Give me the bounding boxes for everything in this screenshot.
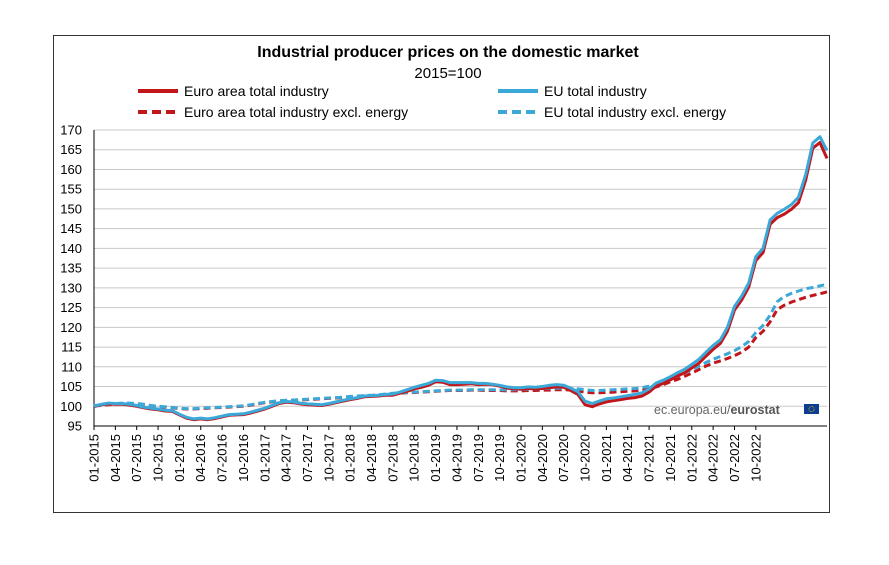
x-tick-label: 10-2015 (151, 434, 166, 482)
x-tick-label: 01-2019 (428, 434, 443, 482)
x-tick-label: 01-2016 (172, 434, 187, 482)
y-tick-label: 160 (60, 162, 82, 177)
chart-subtitle: 2015=100 (414, 65, 481, 82)
x-tick-label: 01-2022 (684, 434, 699, 482)
x-tick-label: 01-2018 (343, 434, 358, 482)
x-tick-label: 10-2022 (748, 434, 763, 482)
svg-text:ec.europa.eu/eurostat: ec.europa.eu/eurostat (654, 403, 781, 417)
x-tick-label: 04-2020 (535, 434, 550, 482)
series-line (93, 141, 829, 422)
x-tick-label: 07-2019 (471, 434, 486, 482)
x-tick-label: 07-2017 (300, 434, 315, 482)
x-tick-label: 04-2018 (364, 434, 379, 482)
x-tick-label: 10-2017 (321, 434, 336, 482)
y-tick-label: 115 (61, 340, 82, 355)
legend-label: EU total industry (544, 83, 647, 99)
x-tick-label: 10-2019 (492, 434, 507, 482)
y-tick-label: 170 (60, 123, 82, 138)
y-tick-label: 120 (60, 320, 82, 335)
legend-label: EU total industry excl. energy (544, 104, 726, 120)
x-tick-label: 07-2018 (385, 434, 400, 482)
y-tick-label: 130 (60, 280, 82, 295)
x-tick-label: 04-2019 (449, 434, 464, 482)
y-tick-label: 150 (60, 201, 82, 216)
y-tick-label: 140 (60, 241, 82, 256)
x-tick-label: 10-2016 (236, 434, 251, 482)
source-brand: eurostat (730, 403, 780, 417)
source-url: ec.europa.eu/ (654, 403, 731, 417)
x-tick-label: 04-2015 (108, 434, 123, 482)
legend: Euro area total industry EU total industr… (138, 83, 726, 120)
x-tick-label: 04-2017 (279, 434, 294, 482)
y-axis: 95 100 105 110 115 120 125 130 135 140 145 150 155 16… (60, 123, 95, 434)
series-line (93, 135, 829, 421)
x-tick-label: 01-2020 (513, 434, 528, 482)
y-tick-label: 110 (61, 359, 82, 374)
x-tick-label: 10-2021 (663, 434, 678, 482)
x-tick-label: 04-2021 (620, 434, 635, 482)
plot-area (93, 135, 829, 422)
x-tick-label: 07-2015 (129, 434, 144, 482)
x-tick-label: 07-2020 (556, 434, 571, 482)
x-tick-label: 01-2021 (599, 434, 614, 482)
legend-label: Euro area total industry excl. energy (184, 104, 408, 120)
eu-flag-icon (804, 404, 819, 414)
x-tick-label: 01-2015 (87, 434, 102, 482)
x-tick-label: 10-2018 (407, 434, 422, 482)
x-tick-label: 04-2016 (193, 434, 208, 482)
x-tick-label: 04-2022 (706, 434, 721, 482)
x-axis: 01-2015 04-2015 07-2015 10-2015 01-2016 04-20… (87, 425, 827, 482)
source-label: ec.europa.eu/eurostat (654, 403, 819, 417)
legend-label: Euro area total industry (184, 83, 329, 99)
y-tick-label: 100 (60, 399, 82, 414)
y-tick-label: 135 (60, 261, 82, 276)
y-tick-label: 95 (68, 419, 82, 434)
y-tick-label: 165 (60, 142, 82, 157)
line-chart: Industrial producer prices on the domest… (60, 44, 829, 482)
eu-stars-icon (808, 405, 815, 412)
chart-title: Industrial producer prices on the domest… (257, 44, 639, 61)
x-tick-label: 07-2022 (727, 434, 742, 482)
x-tick-label: 07-2016 (215, 434, 230, 482)
x-tick-label: 10-2020 (578, 434, 593, 482)
chart-frame: Industrial producer prices on the domest… (53, 35, 830, 513)
x-tick-label: 01-2017 (257, 434, 272, 482)
y-tick-label: 145 (60, 221, 82, 236)
x-tick-label: 07-2021 (642, 434, 657, 482)
series-line (93, 282, 828, 411)
y-tick-label: 125 (60, 300, 82, 315)
y-tick-label: 105 (60, 379, 82, 394)
y-tick-label: 155 (60, 182, 82, 197)
